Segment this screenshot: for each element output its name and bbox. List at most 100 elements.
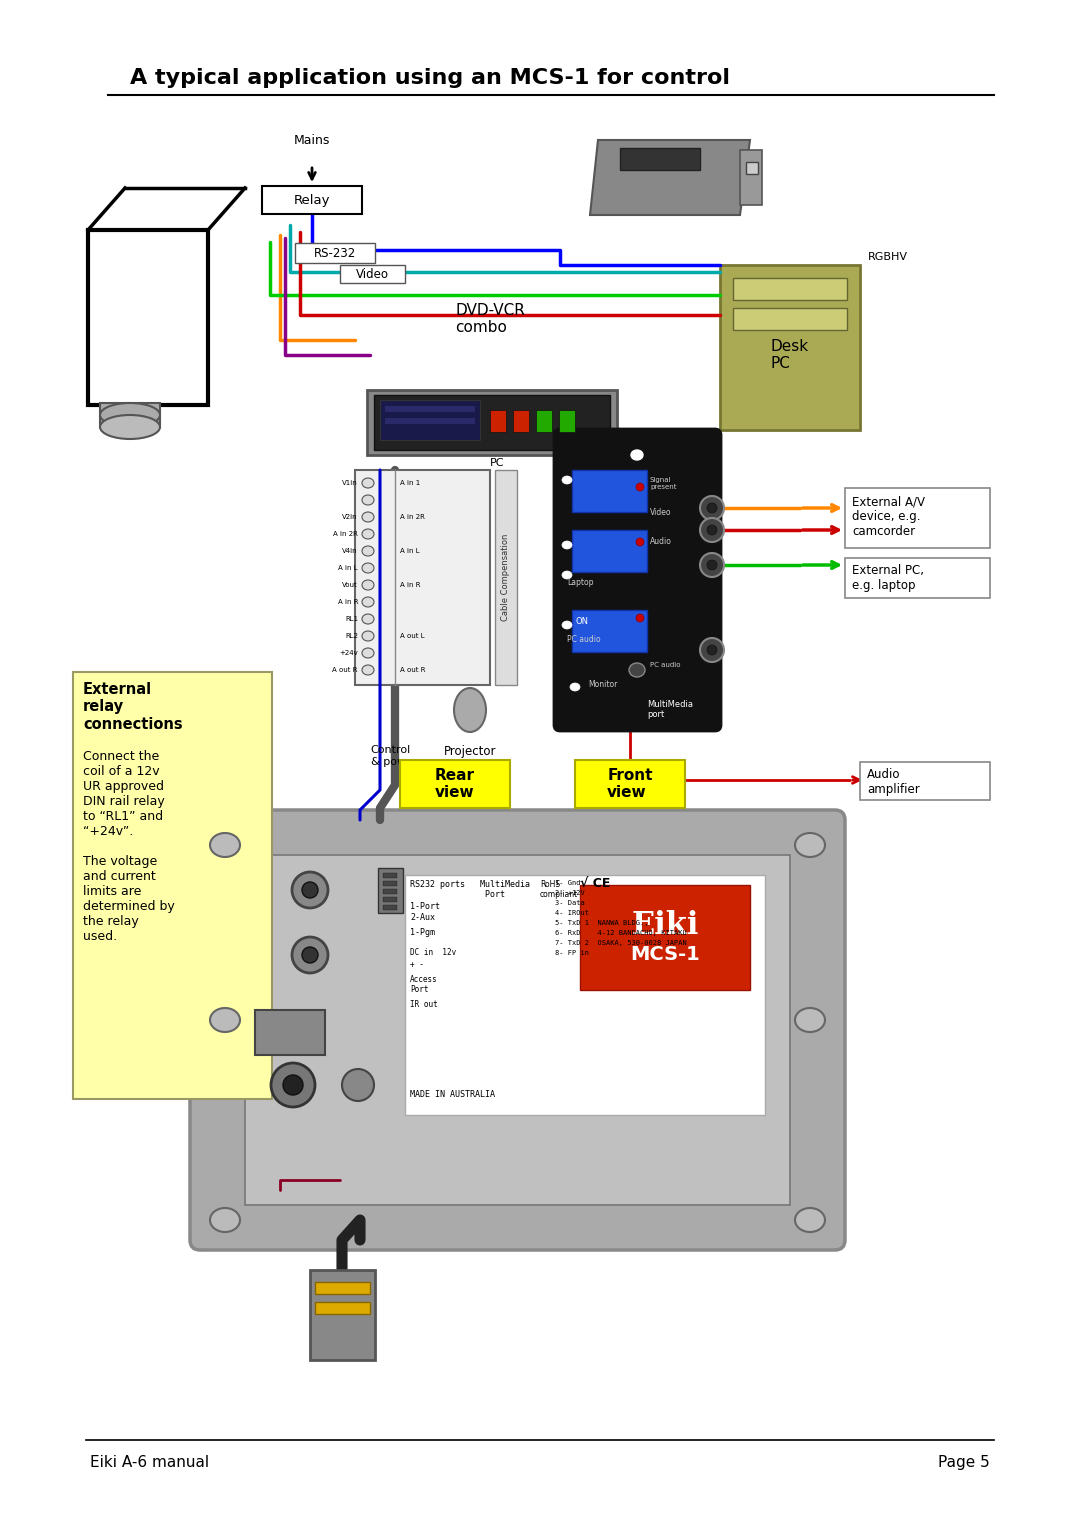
Ellipse shape: [100, 416, 160, 439]
Ellipse shape: [283, 1076, 303, 1096]
Text: Mains: Mains: [294, 134, 330, 147]
Bar: [378, 868, 403, 914]
Bar: [740, 150, 762, 205]
Ellipse shape: [700, 553, 724, 578]
Ellipse shape: [302, 947, 318, 963]
Bar: [405, 876, 765, 1115]
Text: RGBHV: RGBHV: [868, 252, 908, 261]
Text: PC: PC: [490, 458, 504, 468]
Bar: [384, 419, 475, 423]
Bar: [580, 885, 750, 990]
Bar: [572, 471, 647, 512]
Ellipse shape: [362, 597, 374, 607]
Text: Audio: Audio: [650, 536, 672, 545]
Text: External PC,
e.g. laptop: External PC, e.g. laptop: [852, 564, 924, 591]
Text: Audio
amplifier: Audio amplifier: [867, 769, 920, 796]
Text: A typical application using an MCS-1 for control: A typical application using an MCS-1 for…: [130, 69, 730, 89]
Text: +24v: +24v: [339, 649, 357, 656]
Text: Laptop: Laptop: [567, 578, 594, 587]
Text: A in 1: A in 1: [400, 480, 420, 486]
Text: RL2: RL2: [345, 633, 357, 639]
Bar: [262, 186, 362, 214]
Text: 2-Aux: 2-Aux: [410, 914, 435, 921]
Ellipse shape: [631, 451, 643, 460]
Text: Vout: Vout: [342, 582, 357, 588]
Bar: [720, 264, 860, 429]
Text: Front
view: Front view: [607, 767, 652, 801]
Ellipse shape: [636, 483, 644, 490]
Text: 1-Port: 1-Port: [410, 902, 440, 911]
Ellipse shape: [271, 1063, 315, 1106]
Ellipse shape: [362, 512, 374, 523]
Ellipse shape: [636, 538, 644, 545]
Bar: [310, 1270, 375, 1360]
Ellipse shape: [562, 541, 572, 549]
Ellipse shape: [562, 571, 572, 579]
Text: External
relay
connections: External relay connections: [83, 681, 183, 732]
Bar: [340, 264, 405, 283]
Bar: [572, 530, 647, 571]
Bar: [572, 610, 647, 652]
Bar: [559, 410, 575, 432]
Ellipse shape: [707, 645, 717, 656]
Text: Port: Port: [410, 986, 429, 995]
Text: V4in: V4in: [342, 549, 357, 555]
Bar: [383, 882, 397, 886]
Text: RS-232: RS-232: [314, 246, 356, 260]
Ellipse shape: [700, 518, 724, 542]
Text: A in R: A in R: [337, 599, 357, 605]
Text: √ CE: √ CE: [580, 879, 610, 891]
Text: A out R: A out R: [400, 668, 426, 672]
Ellipse shape: [562, 620, 572, 630]
Text: Eiki: Eiki: [632, 911, 699, 941]
Text: Page 5: Page 5: [939, 1455, 990, 1470]
Bar: [845, 558, 990, 597]
Text: RL1: RL1: [345, 616, 357, 622]
Ellipse shape: [362, 631, 374, 642]
Text: A in L: A in L: [338, 565, 357, 571]
Bar: [384, 406, 475, 413]
Text: Signal
present: Signal present: [650, 477, 676, 490]
Text: Desk
PC: Desk PC: [771, 339, 809, 371]
Text: RoHS
compliant: RoHS compliant: [540, 880, 578, 900]
Ellipse shape: [362, 562, 374, 573]
Text: PC audio: PC audio: [650, 662, 680, 668]
Bar: [746, 162, 758, 174]
Ellipse shape: [362, 545, 374, 556]
Text: V1in: V1in: [342, 480, 357, 486]
Ellipse shape: [100, 403, 160, 426]
Bar: [87, 231, 208, 405]
Bar: [383, 897, 397, 902]
Text: Video: Video: [650, 507, 672, 516]
Bar: [367, 390, 617, 455]
Bar: [620, 148, 700, 170]
Bar: [845, 487, 990, 549]
Bar: [315, 1282, 370, 1294]
Text: Connect the
coil of a 12v
UR approved
DIN rail relay
to “RL1” and
“+24v”.

The v: Connect the coil of a 12v UR approved DI…: [83, 750, 175, 943]
Bar: [383, 905, 397, 911]
Ellipse shape: [210, 1008, 240, 1031]
Text: 6- RxD    4-12 BANDACHO, KITAKU: 6- RxD 4-12 BANDACHO, KITAKU: [555, 931, 687, 937]
Ellipse shape: [454, 688, 486, 732]
Text: DC in  12v: DC in 12v: [410, 947, 456, 957]
Text: A in L: A in L: [400, 549, 420, 555]
Text: 1-Pgm: 1-Pgm: [410, 927, 435, 937]
Text: 8- FP in: 8- FP in: [555, 950, 589, 957]
Text: DVD-VCR
combo: DVD-VCR combo: [455, 303, 525, 335]
Ellipse shape: [362, 665, 374, 675]
Text: Rear
view: Rear view: [435, 767, 475, 801]
Text: MultiMedia
port: MultiMedia port: [647, 700, 693, 720]
Bar: [315, 1302, 370, 1314]
Bar: [355, 471, 490, 685]
Text: A in 2R: A in 2R: [333, 532, 357, 536]
FancyBboxPatch shape: [190, 810, 845, 1250]
Ellipse shape: [562, 477, 572, 484]
Bar: [490, 410, 507, 432]
Text: 1- Gnd: 1- Gnd: [555, 880, 581, 886]
Text: A in R: A in R: [400, 582, 420, 588]
Text: Control
& power: Control & power: [370, 746, 417, 767]
Ellipse shape: [636, 614, 644, 622]
Ellipse shape: [362, 529, 374, 539]
Ellipse shape: [292, 872, 328, 908]
Bar: [733, 278, 847, 299]
